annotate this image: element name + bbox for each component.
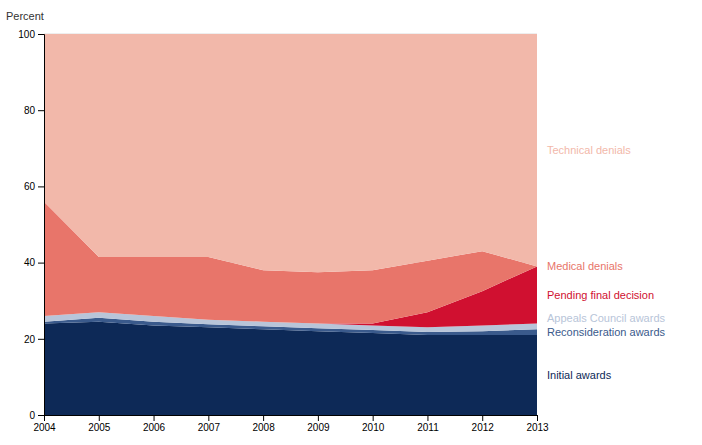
area: [44, 34, 537, 272]
tick-mark: [38, 186, 44, 187]
tick-label: 0: [29, 410, 35, 421]
chart: 2004 2005 2006 2007 2008 2009 2010 2011 2012 2013…: [0, 0, 702, 445]
tick-mark: [373, 415, 374, 421]
tick-label: 2013: [526, 422, 549, 433]
tick-mark: [263, 415, 264, 421]
axis-line: [45, 416, 538, 422]
series-label: Technical denials: [547, 144, 631, 156]
x-tick: 2005: [88, 415, 111, 433]
y-axis: 0 20 40 60 80 100: [18, 29, 44, 421]
tick-label: 60: [24, 181, 36, 192]
y-tick: 40: [24, 257, 44, 268]
tick-label: 100: [18, 29, 35, 40]
tick-mark: [38, 339, 44, 340]
tick-label: 2006: [143, 422, 166, 433]
area: [44, 322, 537, 415]
series-label: Medical denials: [547, 260, 623, 272]
y-tick: 100: [18, 29, 44, 40]
tick-mark: [537, 415, 538, 421]
tick-mark: [154, 415, 155, 421]
x-tick: 2011: [417, 415, 439, 433]
x-tick: 2010: [362, 415, 385, 433]
tick-label: 2010: [362, 422, 385, 433]
tick-label: 2007: [198, 422, 221, 433]
x-tick: 2004: [33, 415, 56, 433]
series-label: Pending final decision: [547, 289, 654, 301]
x-tick: 2013: [526, 415, 549, 433]
series-label: Initial awards: [547, 369, 612, 381]
x-tick: 2012: [472, 415, 495, 433]
x-tick: 2008: [252, 415, 275, 433]
tick-mark: [38, 415, 44, 416]
tick-label: 2011: [417, 422, 439, 433]
x-axis: 2004 2005 2006 2007 2008 2009 2010 2011 2012 2013: [33, 415, 549, 433]
y-tick: 20: [24, 334, 44, 345]
areas: [44, 34, 537, 415]
tick-label: 2009: [307, 422, 330, 433]
tick-mark: [427, 415, 428, 421]
y-tick: 80: [24, 105, 44, 116]
tick-label: 2005: [88, 422, 111, 433]
tick-mark: [38, 263, 44, 264]
tick-mark: [482, 415, 483, 421]
tick-label: 40: [24, 257, 36, 268]
grid: [44, 34, 537, 415]
tick-mark: [208, 415, 209, 421]
y-tick: 60: [24, 181, 44, 192]
tick-mark: [318, 415, 319, 421]
x-tick: 2007: [198, 415, 221, 433]
tick-label: 20: [24, 334, 36, 345]
tick-label: 2004: [33, 422, 56, 433]
axis-line: [38, 35, 45, 416]
tick-mark: [38, 34, 44, 35]
plot: 2004 2005 2006 2007 2008 2009 2010 2011 2012 2013…: [6, 10, 666, 433]
x-tick: 2006: [143, 415, 166, 433]
series-label: Appeals Council awards: [547, 312, 666, 324]
tick-mark: [99, 415, 100, 421]
x-tick: 2009: [307, 415, 330, 433]
y-tick: 0: [29, 410, 44, 421]
y-axis-label: Percent: [6, 10, 44, 22]
tick-label: 2012: [472, 422, 495, 433]
tick-label: 80: [24, 105, 36, 116]
series-labels: Initial awards Reconsideration awards Appe…: [547, 144, 666, 381]
tick-mark: [38, 110, 44, 111]
series-label: Reconsideration awards: [547, 326, 666, 338]
tick-label: 2008: [252, 422, 275, 433]
